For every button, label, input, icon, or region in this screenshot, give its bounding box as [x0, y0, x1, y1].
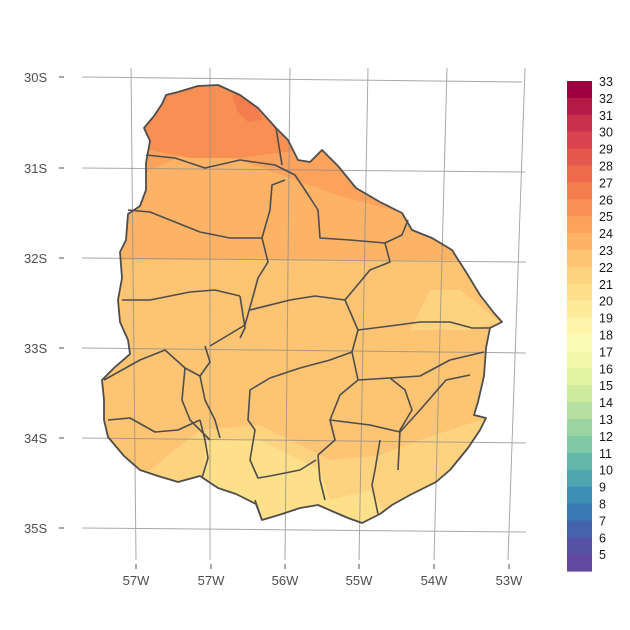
legend-label: 19	[599, 312, 613, 326]
temperature-field	[102, 85, 502, 523]
legend-label: 8	[599, 498, 606, 512]
legend-swatch	[567, 97, 592, 116]
legend-label: 14	[599, 396, 613, 410]
lon-label-5: 54W	[421, 573, 448, 588]
legend-label: 11	[599, 447, 612, 461]
legend-swatch	[567, 266, 592, 285]
country-outline	[101, 84, 503, 524]
legend-swatch	[567, 81, 592, 99]
legend-label: 27	[599, 176, 613, 190]
lat-axis: 30S 31S 32S 33S 34S 35S	[24, 70, 64, 536]
legend-swatch	[567, 300, 592, 319]
lat-label-34s: 34S	[24, 431, 47, 446]
graticule-lon-1	[130, 67, 137, 561]
legend-label: 21	[599, 278, 613, 292]
department-borders	[103, 127, 490, 521]
graticule-lon-5	[433, 67, 448, 561]
legend-swatch	[567, 334, 592, 352]
graticule-lat-34s	[81, 437, 527, 444]
legend-label: 6	[599, 531, 606, 545]
legend-label: 20	[599, 295, 613, 309]
color-legend: 33 32 31 30 29 28 27 26 25 24 23 22 21 20 19 18 17 16 15 14…	[567, 75, 613, 572]
legend-swatch	[567, 317, 592, 335]
legend-label: 12	[599, 430, 613, 444]
legend-swatch	[567, 216, 592, 234]
legend-label: 24	[599, 227, 613, 241]
legend-label: 32	[599, 92, 613, 106]
legend-label: 9	[599, 481, 606, 495]
graticule-lon-6	[507, 67, 526, 561]
legend-label: 22	[599, 261, 613, 275]
legend-label: 18	[599, 329, 613, 343]
lon-label-1: 57W	[123, 573, 150, 588]
legend-swatch	[567, 182, 592, 200]
graticule-lat-33s	[81, 347, 527, 354]
legend-swatch	[567, 165, 592, 183]
legend-label: 28	[599, 160, 613, 174]
lon-label-2: 57W	[198, 573, 225, 588]
legend-label: 31	[599, 109, 613, 123]
graticule	[81, 67, 527, 561]
graticule-lon-3	[284, 67, 291, 561]
legend-label: 33	[599, 75, 613, 89]
legend-label: 29	[599, 143, 613, 157]
legend-label: 15	[599, 379, 613, 393]
legend-swatch	[567, 114, 592, 133]
legend-swatch	[567, 435, 592, 454]
lat-label-31s: 31S	[24, 161, 47, 176]
legend-swatch	[567, 233, 592, 251]
legend-swatch	[567, 419, 592, 437]
lon-label-3: 56W	[272, 573, 299, 588]
legend-label: 17	[599, 345, 613, 359]
legend-label: 25	[599, 210, 613, 224]
legend-swatch	[567, 148, 592, 166]
legend-label: 10	[599, 464, 613, 478]
legend-swatch	[567, 351, 592, 369]
legend-swatch	[567, 385, 592, 403]
legend-label: 30	[599, 126, 613, 140]
legend-label: 5	[599, 548, 606, 562]
legend-swatch	[567, 250, 592, 268]
graticule-lat-35s	[81, 527, 527, 533]
legend-label: 7	[599, 514, 606, 528]
legend-label: 26	[599, 193, 613, 207]
lat-label-32s: 32S	[24, 251, 47, 266]
legend-swatch	[567, 537, 592, 555]
lat-label-30s: 30S	[24, 70, 47, 85]
lat-label-33s: 33S	[24, 341, 47, 356]
legend-swatch	[567, 452, 592, 471]
lon-label-6: 53W	[496, 573, 523, 588]
graticule-lat-30s	[81, 76, 523, 83]
lat-label-35s: 35S	[24, 521, 47, 536]
graticule-lat-32s	[81, 257, 527, 263]
legend-swatch	[567, 131, 592, 150]
lon-axis: 57W 57W 56W 55W 54W 53W	[123, 564, 523, 588]
lon-label-4: 55W	[346, 573, 373, 588]
graticule-lon-4	[358, 67, 369, 561]
legend-label: 13	[599, 413, 613, 427]
legend-label: 16	[599, 362, 613, 376]
legend-label: 23	[599, 244, 613, 258]
legend-swatch	[567, 283, 592, 302]
graticule-lat-31s	[81, 167, 526, 173]
legend-swatch	[567, 469, 592, 488]
legend-swatch	[567, 486, 592, 504]
legend-swatch	[567, 520, 592, 538]
legend-swatch	[567, 368, 592, 386]
legend-swatch	[567, 199, 592, 217]
legend-swatch	[567, 554, 592, 572]
legend-swatch	[567, 402, 592, 420]
legend-swatch	[567, 503, 592, 521]
